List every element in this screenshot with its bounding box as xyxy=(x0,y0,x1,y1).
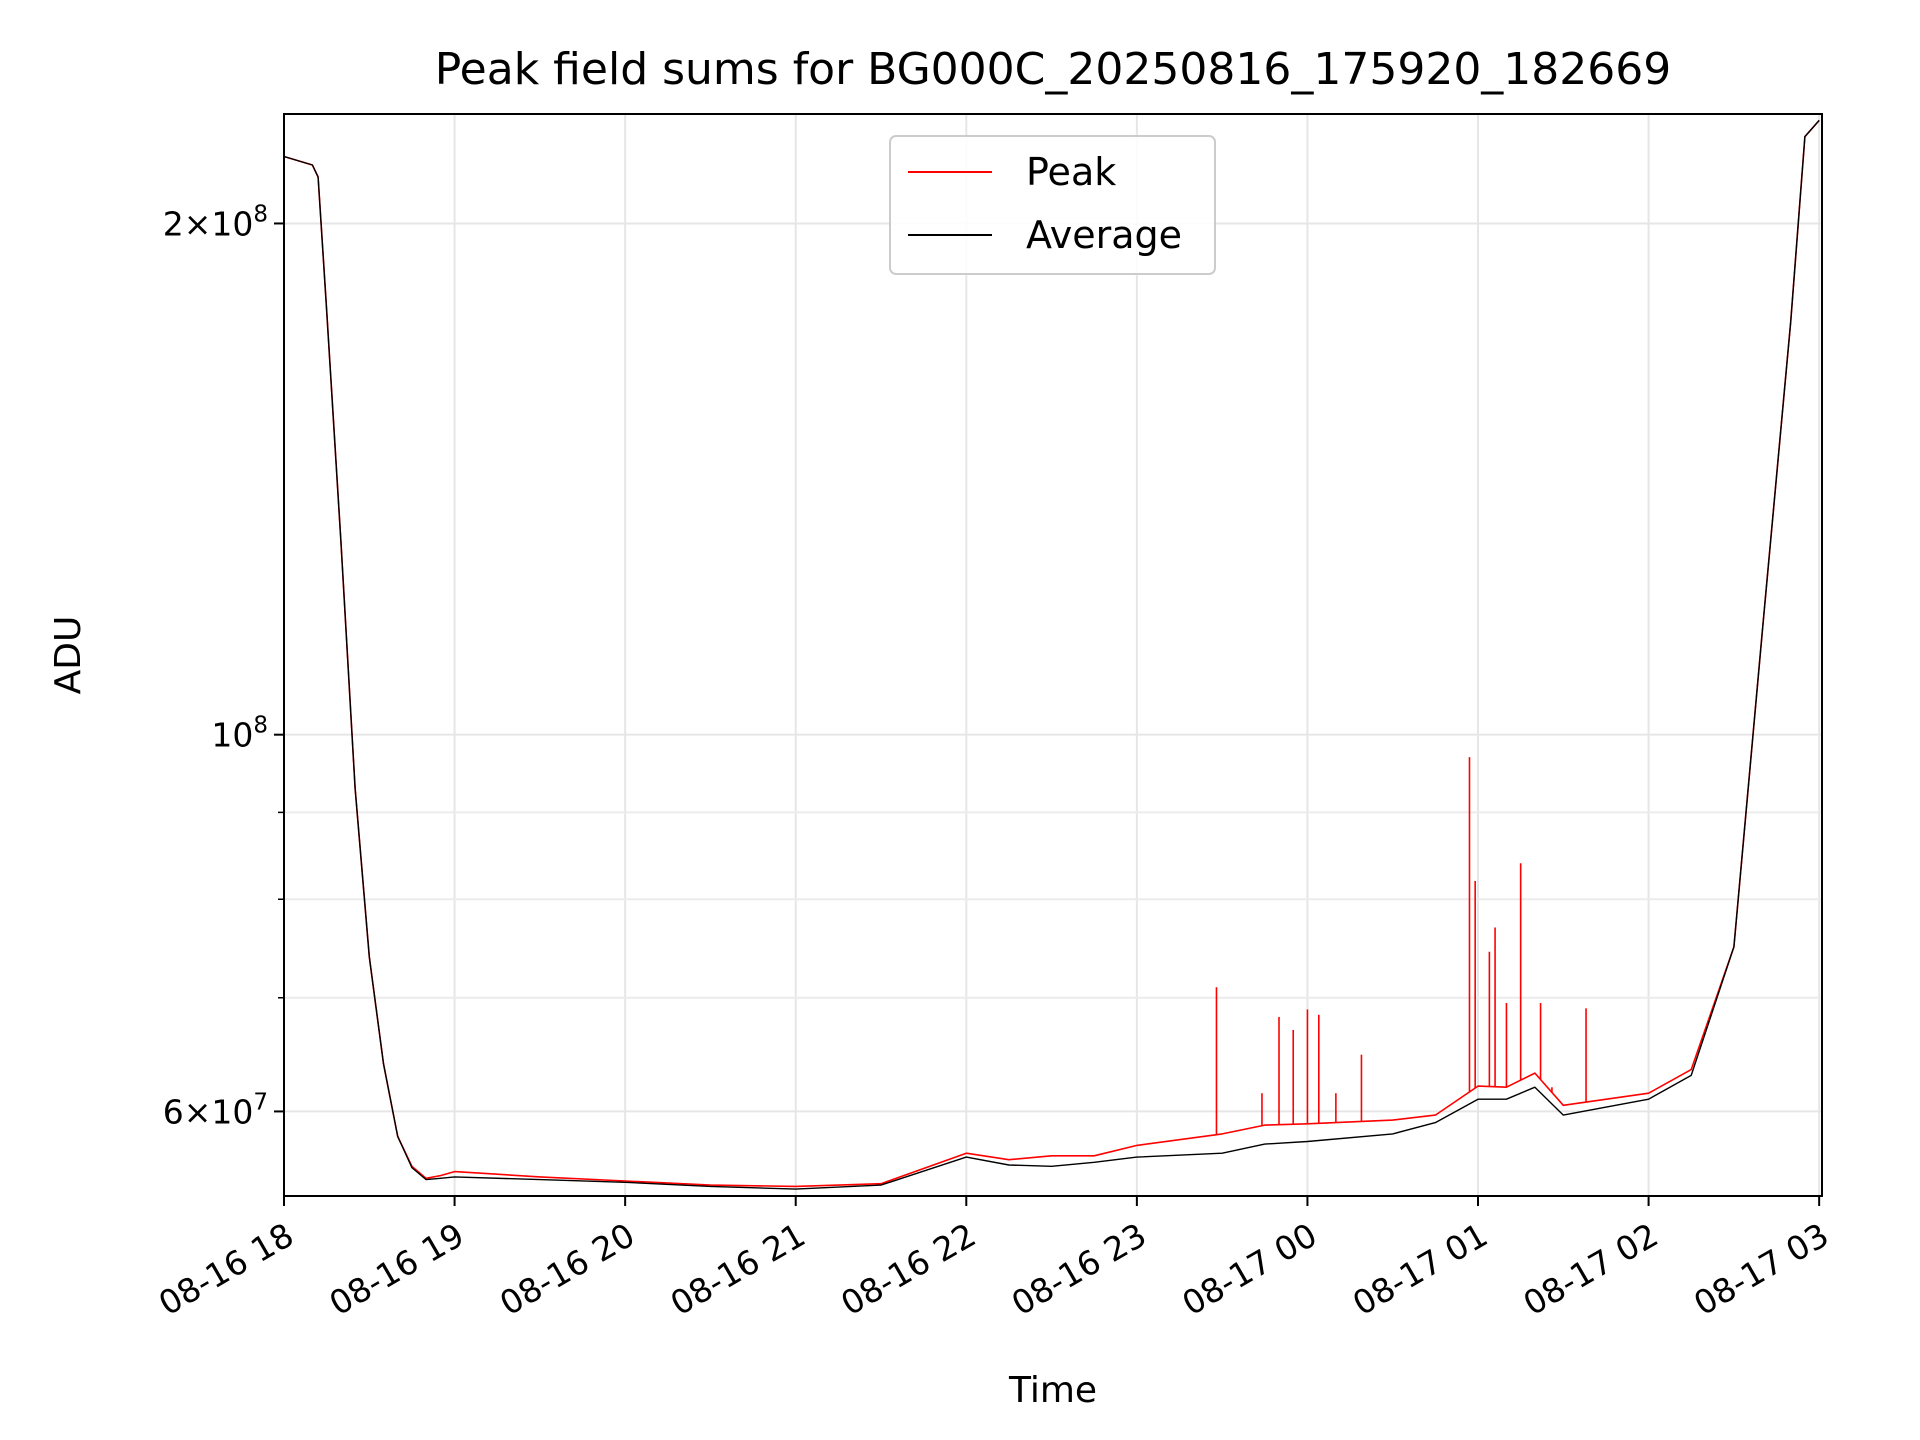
y-axis-label: ADU xyxy=(48,616,89,695)
plot-frame xyxy=(283,113,1823,1197)
legend-label-average: Average xyxy=(1026,213,1182,257)
series-layer xyxy=(283,119,1820,1190)
chart-title: Peak field sums for BG000C_20250816_1759… xyxy=(435,44,1672,95)
grid xyxy=(283,114,1822,1196)
y-tick-label: 6×107 xyxy=(163,1089,268,1131)
x-axis-label: Time xyxy=(1008,1370,1097,1411)
legend-box xyxy=(889,135,1216,275)
legend: Peak Average xyxy=(889,135,1216,275)
y-tick-label: 108 xyxy=(211,713,268,755)
y-axis-ticks: 6×107 108 2×108 xyxy=(163,201,284,1131)
y-tick-label: 2×108 xyxy=(163,201,268,243)
series-line-average xyxy=(283,119,1820,1190)
legend-label-peak: Peak xyxy=(1026,150,1116,194)
